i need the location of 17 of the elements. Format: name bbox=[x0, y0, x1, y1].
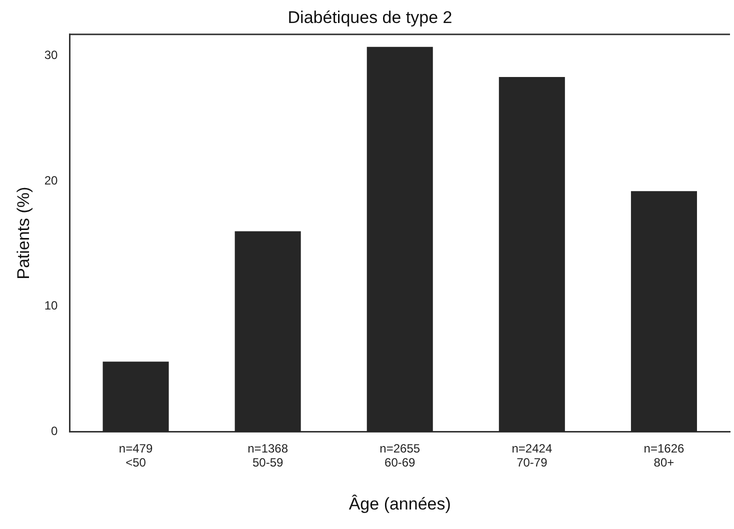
y-tick-label: 10 bbox=[44, 298, 58, 313]
x-tick-label: n=1626 80+ bbox=[644, 441, 684, 470]
x-tick-label: n=2424 70-79 bbox=[512, 441, 552, 470]
bar bbox=[630, 191, 697, 432]
y-axis-title: Patients (%) bbox=[14, 186, 33, 280]
y-tick-label: 30 bbox=[44, 48, 58, 62]
x-tick-label: n=479 <50 bbox=[118, 441, 153, 470]
bar bbox=[498, 77, 565, 432]
x-axis-title: Âge (années) bbox=[348, 494, 451, 514]
bar bbox=[234, 231, 301, 432]
y-tick-label: 0 bbox=[51, 424, 58, 438]
x-tick-label: n=1368 50-59 bbox=[248, 441, 288, 470]
x-tick-label: n=2655 60-69 bbox=[380, 441, 420, 470]
bar bbox=[366, 46, 433, 432]
bar bbox=[102, 362, 169, 432]
y-tick-label: 20 bbox=[44, 173, 58, 188]
chart-title: Diabétiques de type 2 bbox=[288, 8, 452, 27]
